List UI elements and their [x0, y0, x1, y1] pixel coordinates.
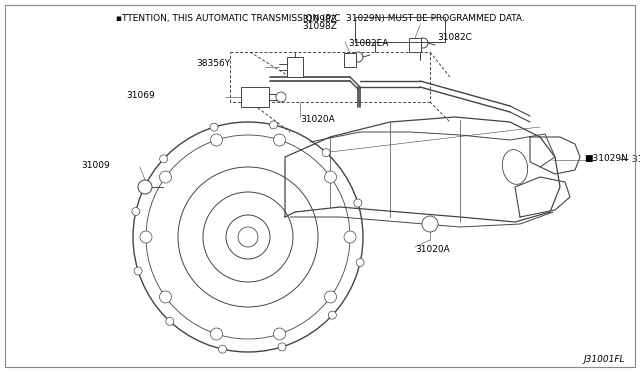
Circle shape: [328, 311, 337, 319]
Circle shape: [211, 328, 223, 340]
Circle shape: [140, 231, 152, 243]
Circle shape: [324, 291, 337, 303]
Circle shape: [159, 291, 172, 303]
Bar: [344, 53, 356, 67]
Text: 31009: 31009: [81, 160, 110, 170]
Text: 31082EA: 31082EA: [348, 39, 388, 48]
Circle shape: [353, 52, 363, 62]
Circle shape: [134, 267, 142, 275]
Circle shape: [324, 171, 337, 183]
Text: ▪TTENTION, THIS AUTOMATIC TRANSMISSION (P/C  31029N) MUST BE PROGRAMMED DATA.: ▪TTENTION, THIS AUTOMATIC TRANSMISSION (…: [116, 14, 524, 23]
Text: 31082C: 31082C: [437, 32, 472, 42]
Circle shape: [356, 259, 364, 266]
Text: 31020A: 31020A: [300, 115, 335, 125]
Circle shape: [322, 149, 330, 157]
Circle shape: [276, 92, 286, 102]
Circle shape: [210, 123, 218, 131]
Circle shape: [354, 199, 362, 207]
Circle shape: [159, 171, 172, 183]
Circle shape: [218, 345, 227, 353]
Circle shape: [132, 208, 140, 215]
Text: 31098Z: 31098Z: [303, 16, 337, 25]
Bar: [409, 38, 421, 52]
Circle shape: [422, 216, 438, 232]
Text: ■31029N: ■31029N: [584, 154, 628, 164]
Text: 31098Z: 31098Z: [303, 22, 337, 31]
Circle shape: [269, 121, 278, 129]
Circle shape: [159, 155, 168, 163]
Text: — 31020: — 31020: [620, 154, 640, 164]
Circle shape: [166, 317, 174, 326]
Circle shape: [273, 134, 285, 146]
Bar: [241, 87, 269, 107]
Text: J31001FL: J31001FL: [584, 355, 625, 364]
Text: 31069: 31069: [126, 92, 155, 100]
Circle shape: [278, 343, 286, 351]
Text: 31020A: 31020A: [415, 246, 450, 254]
Bar: [287, 57, 303, 77]
Circle shape: [211, 134, 223, 146]
Circle shape: [344, 231, 356, 243]
Circle shape: [273, 328, 285, 340]
Circle shape: [418, 38, 428, 48]
Bar: [355, 17, 445, 42]
Circle shape: [138, 180, 152, 194]
Text: 38356Y: 38356Y: [196, 58, 230, 67]
